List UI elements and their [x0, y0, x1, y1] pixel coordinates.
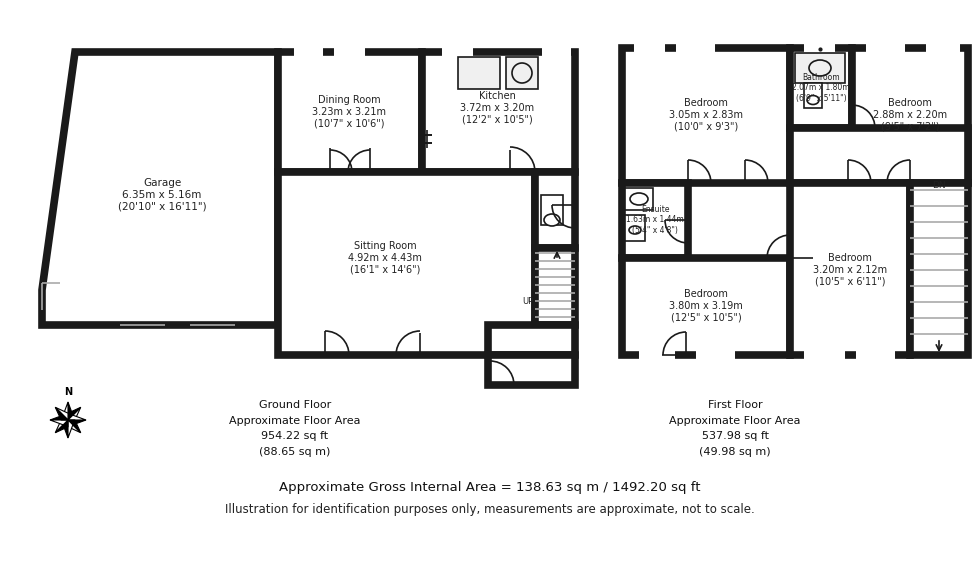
Bar [622, 258, 790, 355]
Polygon shape [68, 420, 80, 433]
Bar [422, 52, 575, 172]
Polygon shape [68, 420, 80, 433]
Polygon shape [68, 407, 80, 420]
Circle shape [512, 63, 532, 83]
Bar [790, 183, 910, 355]
Text: Bathroom
2.07m x 1.80m
(6'9" x 5'11"): Bathroom 2.07m x 1.80m (6'9" x 5'11") [792, 73, 850, 103]
Text: Sitting Room
4.92m x 4.43m
(16'1" x 14'6"): Sitting Room 4.92m x 4.43m (16'1" x 14'6… [348, 241, 422, 274]
Polygon shape [63, 402, 68, 420]
Text: Bedroom
3.05m x 2.83m
(10'0" x 9'3"): Bedroom 3.05m x 2.83m (10'0" x 9'3") [669, 98, 743, 132]
Bar [488, 325, 575, 355]
Bar [535, 172, 575, 248]
Text: Dining Room
3.23m x 3.21m
(10'7" x 10'6"): Dining Room 3.23m x 3.21m (10'7" x 10'6"… [312, 95, 386, 128]
Polygon shape [68, 402, 73, 420]
Ellipse shape [809, 60, 831, 76]
Bar [910, 183, 968, 355]
Bar [458, 57, 500, 89]
Bar [278, 52, 422, 172]
Bar [506, 57, 538, 89]
Bar [622, 48, 790, 183]
Polygon shape [55, 420, 68, 433]
Bar [852, 48, 968, 183]
Text: Ground Floor
Approximate Floor Area
954.22 sq ft
(88.65 sq m): Ground Floor Approximate Floor Area 954.… [229, 400, 361, 457]
Text: UP: UP [522, 298, 534, 307]
Polygon shape [68, 415, 86, 420]
Text: N: N [64, 387, 73, 397]
Polygon shape [68, 420, 73, 438]
Polygon shape [55, 420, 68, 433]
Bar [625, 215, 645, 241]
Bar [804, 83, 822, 108]
Ellipse shape [544, 214, 560, 226]
Bar [790, 128, 968, 183]
Text: Bedroom
3.80m x 3.19m
(12'5" x 10'5"): Bedroom 3.80m x 3.19m (12'5" x 10'5") [669, 290, 743, 323]
Polygon shape [55, 407, 68, 420]
Polygon shape [55, 407, 68, 420]
Text: Kitchen
3.72m x 3.20m
(12'2" x 10'5"): Kitchen 3.72m x 3.20m (12'2" x 10'5") [460, 91, 534, 124]
Text: DN: DN [932, 181, 946, 190]
Text: Bedroom
3.20m x 2.12m
(10'5" x 6'11"): Bedroom 3.20m x 2.12m (10'5" x 6'11") [813, 253, 887, 287]
Bar [278, 172, 535, 355]
Polygon shape [50, 420, 68, 425]
Polygon shape [50, 415, 68, 420]
Text: Ensuite
1.63m x 1.44m
(5'4" x 4'8"): Ensuite 1.63m x 1.44m (5'4" x 4'8") [626, 205, 684, 235]
Polygon shape [68, 407, 80, 420]
Text: Approximate Gross Internal Area = 138.63 sq m / 1492.20 sq ft: Approximate Gross Internal Area = 138.63… [279, 481, 701, 494]
Polygon shape [63, 420, 68, 438]
Ellipse shape [630, 193, 648, 205]
Text: Bedroom
2.88m x 2.20m
(9'5" x 7'2"): Bedroom 2.88m x 2.20m (9'5" x 7'2") [873, 98, 947, 132]
Ellipse shape [807, 95, 819, 105]
Bar [622, 183, 688, 258]
Bar [535, 248, 575, 325]
Polygon shape [68, 420, 86, 425]
Text: Garage
6.35m x 5.16m
(20'10" x 16'11"): Garage 6.35m x 5.16m (20'10" x 16'11") [118, 178, 207, 212]
Polygon shape [42, 52, 278, 325]
Bar [541, 195, 563, 225]
Ellipse shape [629, 226, 641, 234]
Bar [625, 188, 653, 210]
Bar [488, 355, 575, 385]
Text: Illustration for identification purposes only, measurements are approximate, not: Illustration for identification purposes… [225, 503, 755, 516]
Bar [795, 53, 845, 83]
Bar [790, 48, 852, 128]
Text: First Floor
Approximate Floor Area
537.98 sq ft
(49.98 sq m): First Floor Approximate Floor Area 537.9… [669, 400, 801, 457]
